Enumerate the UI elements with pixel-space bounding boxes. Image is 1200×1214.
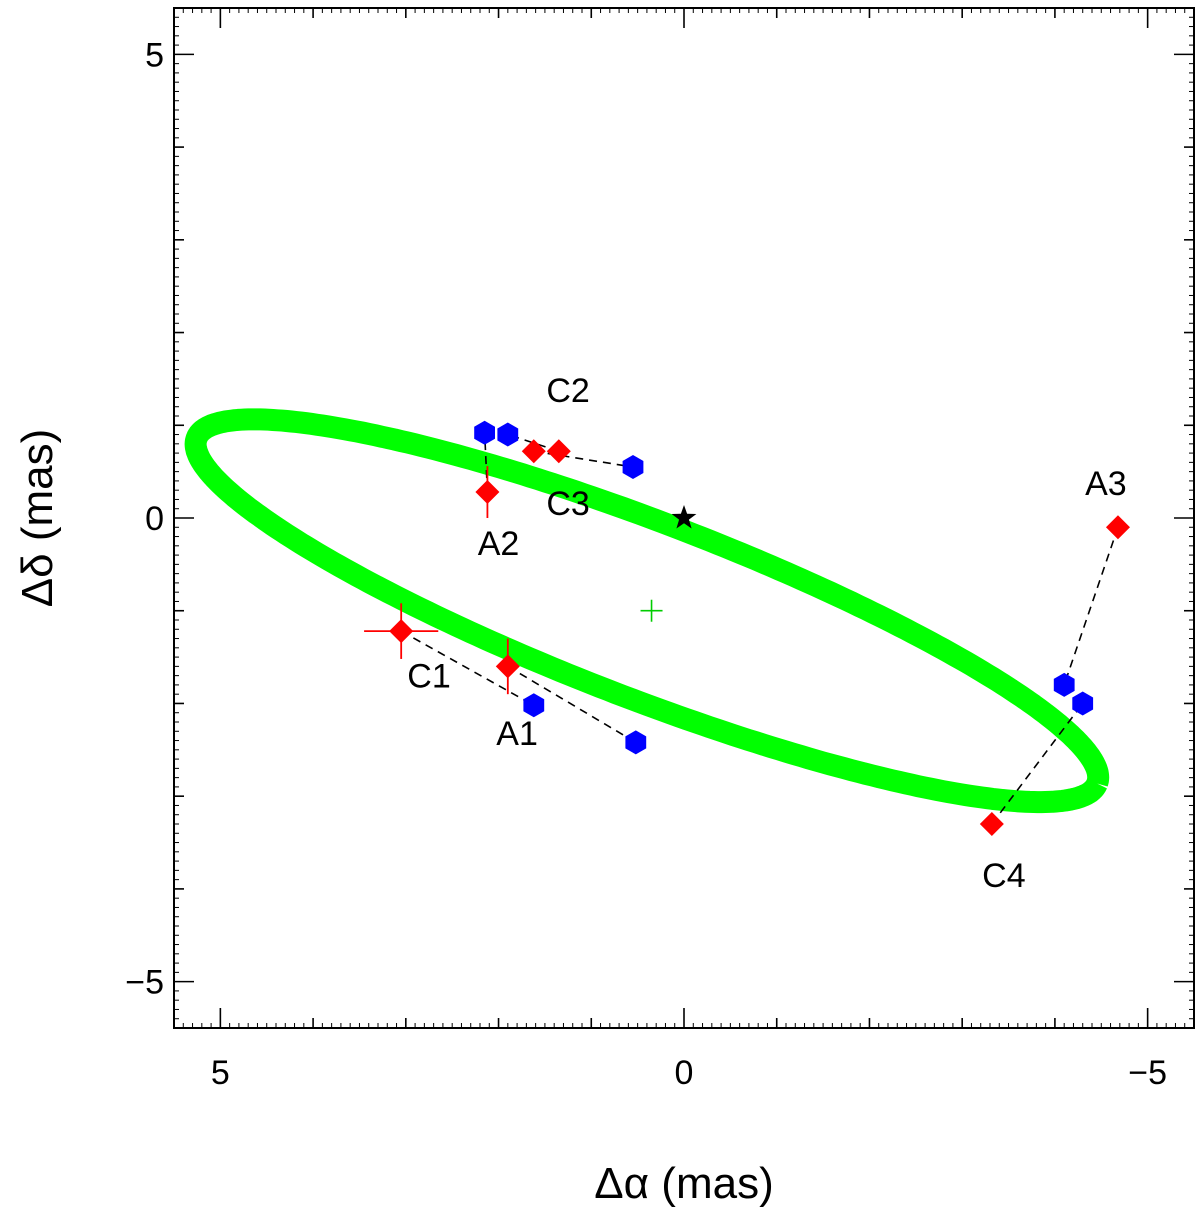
- star-marker: [671, 505, 697, 529]
- predicted-point-a2: [474, 420, 495, 445]
- y-tick-label: 5: [145, 36, 164, 74]
- point-label-c2: C2: [546, 372, 589, 410]
- measured-point-c1: [389, 619, 414, 644]
- connector-layer: [400, 432, 1119, 825]
- y-axis-label: Δδ (mas): [13, 429, 62, 608]
- measured-point-c4: [979, 812, 1004, 836]
- x-tick-label: 0: [675, 1054, 694, 1092]
- orbit-ellipse: [184, 408, 1110, 814]
- point-label-a2: A2: [478, 525, 520, 563]
- point-label-a1: A1: [496, 715, 538, 753]
- predicted-point-a1: [625, 730, 647, 755]
- measured-point-a1: [495, 654, 520, 679]
- orbit-layer: [184, 408, 1110, 814]
- marker-layer: [364, 420, 1130, 836]
- measured-point-c3: [546, 439, 571, 464]
- predicted-point-c1: [523, 693, 545, 718]
- connector-line-a1: [507, 665, 637, 744]
- connector-line-c2: [533, 450, 634, 468]
- ticks-layer: 5 0 −5 5 0 −5: [125, 7, 1195, 1092]
- predicted-point-a3: [1053, 672, 1075, 697]
- point-label-c4: C4: [982, 857, 1025, 895]
- point-label-c1: C1: [407, 658, 450, 696]
- predicted-point-c3: [497, 422, 519, 447]
- connector-line-c1: [400, 630, 535, 707]
- x-axis-label: Δα (mas): [594, 1159, 773, 1208]
- y-tick-label: −5: [125, 964, 164, 1002]
- measured-point-a3: [1105, 515, 1130, 540]
- predicted-point-c4: [1072, 691, 1094, 716]
- point-label-c3: C3: [546, 485, 589, 523]
- connector-line-a3: [1063, 527, 1119, 686]
- label-layer: C1 A1 C2 C3 A2 A3 C4: [407, 372, 1126, 895]
- connector-line-c4: [991, 702, 1084, 825]
- predicted-point-c2: [622, 455, 644, 479]
- measured-point-a2: [475, 480, 500, 505]
- x-tick-label: 5: [211, 1054, 230, 1092]
- measured-point-c2: [521, 439, 546, 464]
- point-label-a3: A3: [1085, 465, 1127, 503]
- x-tick-label: −5: [1128, 1054, 1167, 1092]
- y-tick-label: 0: [145, 500, 164, 538]
